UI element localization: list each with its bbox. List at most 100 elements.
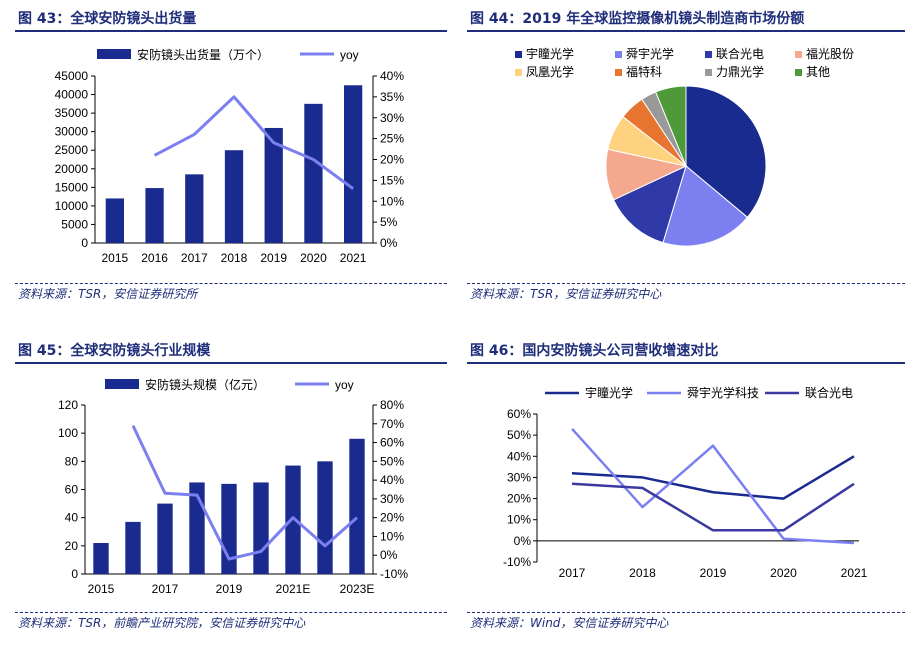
right-tick-label: 80% bbox=[380, 398, 404, 412]
bar bbox=[157, 503, 173, 574]
left-tick-label: 5000 bbox=[61, 217, 88, 231]
legend-label: 联合光电 bbox=[805, 385, 853, 400]
left-tick-label: 30000 bbox=[55, 125, 89, 139]
bar bbox=[185, 174, 204, 243]
x-tick-label: 2021 bbox=[841, 566, 868, 580]
legend-bar-swatch bbox=[105, 379, 139, 389]
left-tick-label: 35000 bbox=[55, 106, 89, 120]
legend-label: 凤凰光学 bbox=[526, 64, 574, 79]
left-tick-label: 120 bbox=[58, 398, 78, 412]
left-tick-label: 25000 bbox=[55, 143, 89, 157]
legend-swatch bbox=[615, 51, 622, 58]
right-tick-label: 30% bbox=[380, 492, 404, 506]
pie-slice bbox=[685, 85, 767, 219]
legend-swatch bbox=[705, 69, 712, 76]
fig45-source: 资料来源：TSR，前瞻产业研究院，安信证券研究中心 bbox=[18, 616, 306, 630]
bar bbox=[221, 483, 237, 574]
fig46-title: 图 46：国内安防镜头公司营收增速对比 bbox=[470, 343, 719, 359]
fig45-title-rule bbox=[15, 362, 447, 364]
legend-line-label: yoy bbox=[340, 48, 359, 62]
pie-slice bbox=[655, 85, 687, 167]
legend-bar-swatch bbox=[97, 49, 131, 59]
left-tick-label: 45000 bbox=[55, 69, 89, 83]
bar bbox=[105, 198, 124, 243]
x-tick-label: 2021 bbox=[340, 251, 367, 265]
y-tick-label: 50% bbox=[507, 428, 531, 442]
fig46-title-rule bbox=[467, 362, 905, 364]
right-tick-label: 20% bbox=[380, 153, 404, 167]
pie-slice bbox=[612, 165, 687, 244]
x-tick-label: 2017 bbox=[559, 566, 586, 580]
y-tick-label: 10% bbox=[507, 513, 531, 527]
legend-label: 联合光电 bbox=[716, 46, 764, 61]
right-tick-label: 40% bbox=[380, 69, 404, 83]
legend-label: 舜宇光学 bbox=[626, 46, 674, 61]
y-tick-label: 20% bbox=[507, 492, 531, 506]
legend-swatch bbox=[515, 69, 522, 76]
left-tick-label: 0 bbox=[71, 567, 78, 581]
fig45-title: 图 45：全球安防镜头行业规模 bbox=[18, 343, 211, 359]
y-tick-label: 60% bbox=[507, 407, 531, 421]
fig43-chart: 0 5000 10000 15000 20000 25000 30000 35000 40000… bbox=[55, 47, 405, 265]
left-tick-label: 10000 bbox=[55, 199, 89, 213]
right-tick-label: 40% bbox=[380, 473, 404, 487]
bar bbox=[224, 150, 244, 243]
pie-slice bbox=[662, 165, 749, 247]
left-tick-label: 20 bbox=[65, 539, 79, 553]
legend-bar-label: 安防镜头规模（亿元） bbox=[145, 377, 265, 392]
right-tick-label: 35% bbox=[380, 90, 404, 104]
series-line bbox=[571, 455, 855, 500]
fig46-chart: -10% 0% 10% 20% 30% 40% 50% 60% 2017 2018 2019 2020… bbox=[503, 385, 868, 580]
x-tick-label: 2020 bbox=[770, 566, 797, 580]
left-tick-label: 15000 bbox=[55, 180, 89, 194]
left-tick-label: 40000 bbox=[55, 88, 89, 102]
legend-swatch bbox=[795, 69, 802, 76]
legend-label: 宇瞳光学 bbox=[585, 385, 633, 400]
legend-label: 其他 bbox=[806, 65, 830, 79]
x-tick-label: 2019 bbox=[260, 251, 287, 265]
bar bbox=[145, 188, 164, 243]
left-tick-label: 40 bbox=[65, 511, 79, 525]
legend-label: 舜宇光学科技 bbox=[687, 385, 759, 400]
x-tick-label: 2023E bbox=[340, 582, 375, 596]
yoy-line bbox=[131, 425, 358, 561]
yoy-line bbox=[153, 95, 355, 190]
right-tick-label: 20% bbox=[380, 511, 404, 525]
right-tick-label: -10% bbox=[380, 567, 408, 581]
left-tick-label: 100 bbox=[58, 426, 78, 440]
x-tick-label: 2015 bbox=[102, 251, 129, 265]
left-tick-label: 20000 bbox=[55, 162, 89, 176]
legend-label: 力鼎光学 bbox=[716, 64, 764, 79]
left-tick-label: 60 bbox=[65, 483, 79, 497]
x-tick-label: 2018 bbox=[221, 251, 248, 265]
legend-swatch bbox=[615, 69, 622, 76]
right-tick-label: 5% bbox=[380, 215, 398, 229]
x-tick-label: 2015 bbox=[88, 582, 115, 596]
fig43-title-rule bbox=[15, 30, 447, 32]
series-line bbox=[571, 482, 855, 532]
left-tick-label: 0 bbox=[81, 236, 88, 250]
legend-label: 福特科 bbox=[626, 64, 662, 79]
right-tick-label: 10% bbox=[380, 529, 404, 543]
right-tick-label: 15% bbox=[380, 173, 404, 187]
right-tick-label: 25% bbox=[380, 132, 404, 146]
fig44-source-rule bbox=[467, 283, 905, 284]
fig43-title: 图 43：全球安防镜头出货量 bbox=[18, 11, 197, 27]
left-tick-label: 80 bbox=[65, 454, 79, 468]
fig44-source: 资料来源：TSR，安信证券研究中心 bbox=[470, 287, 662, 301]
x-tick-label: 2019 bbox=[216, 582, 243, 596]
right-tick-label: 30% bbox=[380, 111, 404, 125]
right-tick-label: 0% bbox=[380, 236, 398, 250]
x-tick-label: 2017 bbox=[152, 582, 179, 596]
bar bbox=[304, 103, 323, 243]
bar bbox=[349, 438, 365, 574]
fig44-title: 图 44：2019 年全球监控摄像机镜头制造商市场份额 bbox=[470, 11, 805, 27]
legend-bar-label: 安防镜头出货量（万个） bbox=[137, 47, 269, 62]
bar bbox=[253, 482, 269, 574]
right-tick-label: 60% bbox=[380, 436, 404, 450]
legend-label: 宇瞳光学 bbox=[526, 46, 574, 61]
legend-label: 福光股份 bbox=[806, 46, 854, 61]
x-tick-label: 2017 bbox=[181, 251, 208, 265]
legend-swatch bbox=[515, 51, 522, 58]
